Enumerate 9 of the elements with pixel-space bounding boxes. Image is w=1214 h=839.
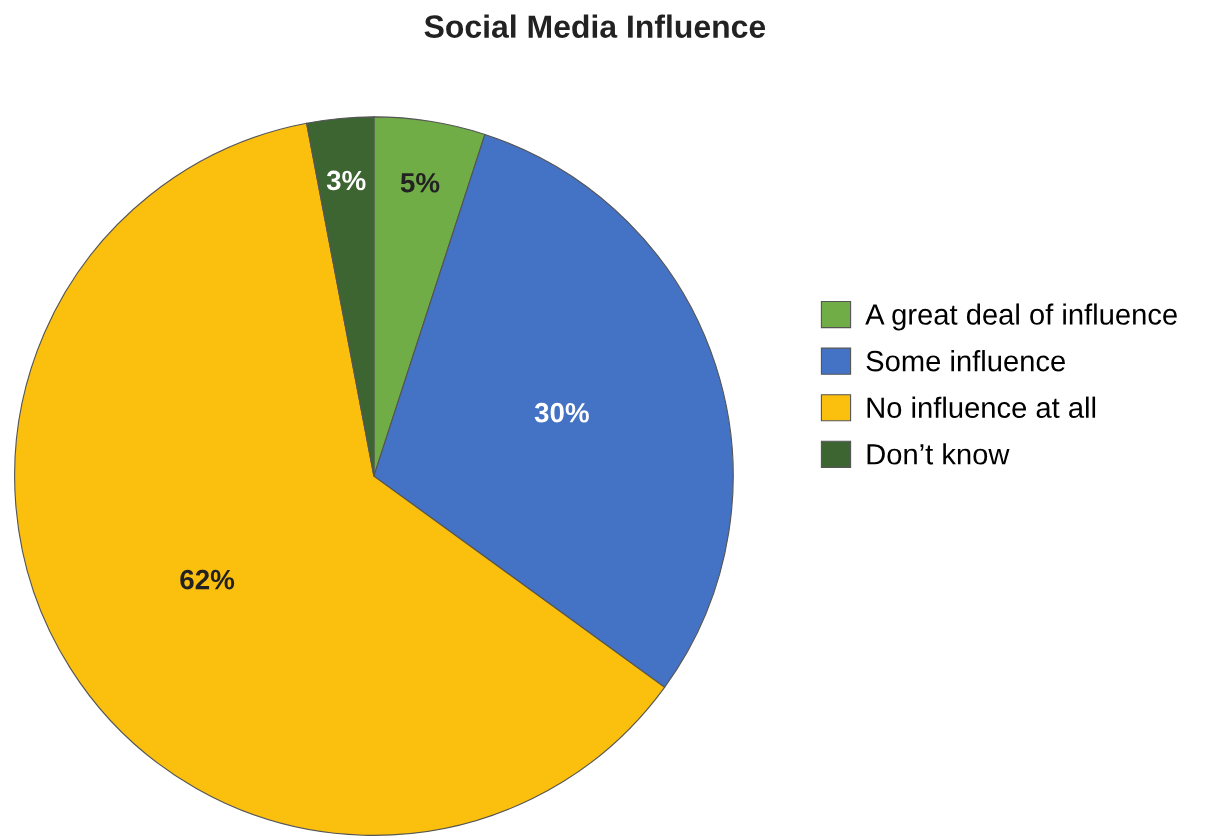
legend-label: Don’t know: [867, 443, 1010, 465]
legend-label: Some influence: [866, 350, 1065, 372]
legend-label: No influence at all: [867, 396, 1096, 419]
data-label: 30%: [534, 402, 589, 423]
data-label: 5%: [400, 173, 440, 193]
legend-label: A great deal of influence: [865, 303, 1177, 331]
data-label: 62%: [180, 569, 235, 590]
data-label: 3%: [326, 170, 366, 191]
chart-title: Social Media Influence: [424, 14, 766, 38]
